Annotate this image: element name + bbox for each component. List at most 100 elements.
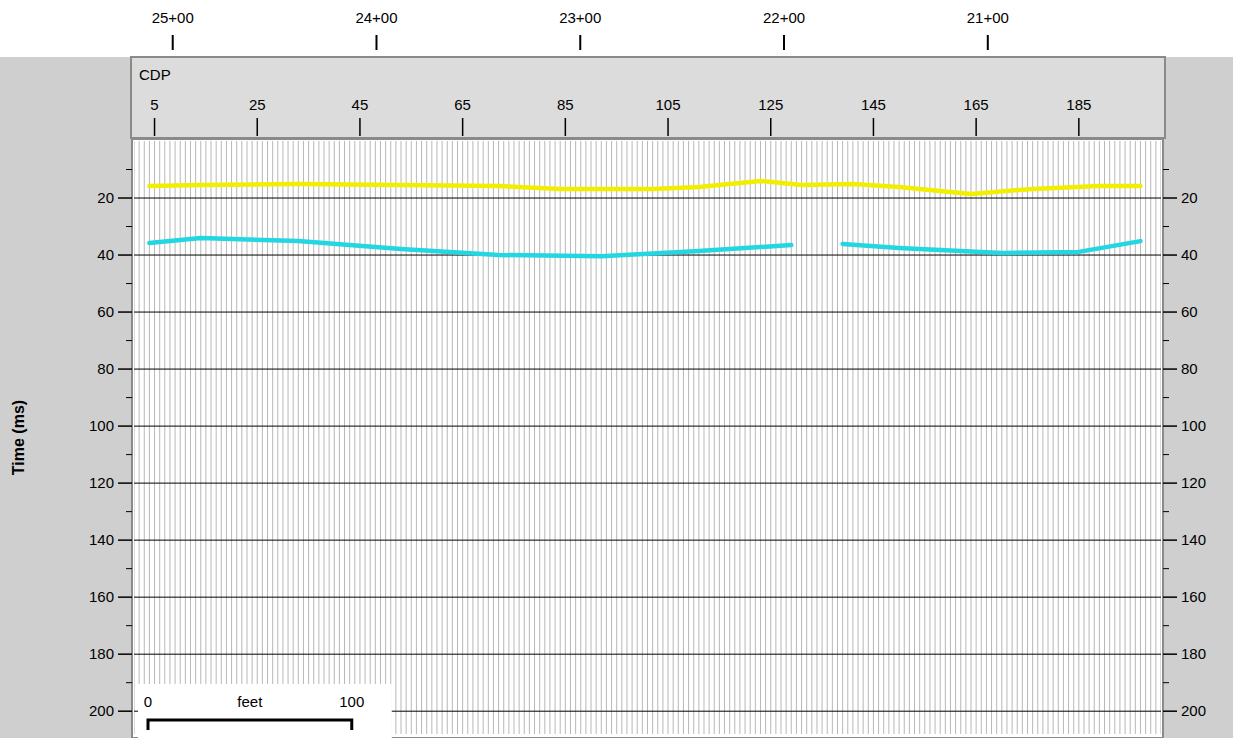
trace-baseline	[873, 141, 874, 734]
trace-baseline	[688, 141, 689, 734]
tick-label: 45	[352, 96, 369, 113]
trace-baseline	[395, 141, 396, 734]
grid-line	[134, 654, 1161, 655]
trace-baseline	[149, 141, 150, 734]
tick	[1163, 482, 1177, 484]
trace-baseline	[811, 141, 812, 734]
side-panel	[0, 57, 1233, 738]
trace-baseline	[955, 141, 956, 734]
trace-baseline	[216, 141, 217, 734]
trace-baseline	[899, 141, 900, 734]
tick-label: 5	[150, 96, 158, 113]
tick-label: 200	[89, 702, 114, 719]
trace-baseline	[888, 141, 889, 734]
trace-baseline	[832, 141, 833, 734]
tick	[1163, 368, 1177, 370]
trace-baseline	[1032, 141, 1033, 734]
trace-baseline	[1119, 141, 1120, 734]
trace-baseline	[401, 141, 402, 734]
trace-baseline	[195, 141, 196, 734]
trace-baseline	[308, 141, 309, 734]
trace-baseline	[534, 141, 535, 734]
header-panel	[131, 57, 1165, 138]
trace-baseline	[580, 141, 581, 734]
trace-baseline	[929, 141, 930, 734]
tick-label: 180	[89, 645, 114, 662]
trace-baseline	[986, 141, 987, 734]
chart: 2020404060608080100100120120140140160160…	[0, 0, 1233, 738]
trace-baseline	[596, 141, 597, 734]
tick	[783, 35, 785, 50]
trace-baseline	[221, 141, 222, 734]
trace-baseline	[313, 141, 314, 734]
trace-baseline	[796, 141, 797, 734]
minor-tick	[126, 511, 132, 512]
minor-tick	[1163, 169, 1169, 170]
trace-baseline	[1140, 141, 1141, 734]
trace-baseline	[652, 141, 653, 734]
trace-baseline	[858, 141, 859, 734]
trace-baseline	[426, 141, 427, 734]
tick-label: 100	[89, 417, 114, 434]
tick	[172, 35, 174, 50]
trace-baseline	[1053, 141, 1054, 734]
tick-label: 140	[89, 531, 114, 548]
minor-tick	[1163, 226, 1169, 227]
trace-baseline	[1099, 141, 1100, 734]
trace-baseline	[1048, 141, 1049, 734]
tick-label: 60	[97, 303, 114, 320]
axis-title: Time (ms)	[10, 400, 27, 475]
trace-baseline	[390, 141, 391, 734]
trace-baseline	[288, 141, 289, 734]
axis-title: CDP	[139, 66, 171, 83]
tick-label: 40	[1181, 246, 1198, 263]
trace-baseline	[945, 141, 946, 734]
tick-label: 80	[97, 360, 114, 377]
trace-baseline	[1145, 141, 1146, 734]
trace-baseline	[365, 141, 366, 734]
tick	[1163, 311, 1177, 313]
trace-baseline	[965, 141, 966, 734]
trace-baseline	[668, 141, 669, 734]
trace-baseline	[226, 141, 227, 734]
trace-baseline	[775, 141, 776, 734]
tick	[462, 118, 464, 136]
tick	[667, 118, 669, 136]
tick-label: 40	[97, 246, 114, 263]
trace-baseline	[683, 141, 684, 734]
trace-baseline	[852, 141, 853, 734]
tick-label: 20	[97, 189, 114, 206]
tick-label: 21+00	[967, 9, 1009, 26]
trace-baseline	[837, 141, 838, 734]
tick	[118, 482, 132, 484]
trace-baseline	[447, 141, 448, 734]
tick	[770, 118, 772, 136]
tick	[1163, 653, 1177, 655]
trace-baseline	[878, 141, 879, 734]
trace-baseline	[601, 141, 602, 734]
trace-baseline	[1125, 141, 1126, 734]
trace-baseline	[211, 141, 212, 734]
trace-baseline	[709, 141, 710, 734]
trace-baseline	[493, 141, 494, 734]
trace-baseline	[647, 141, 648, 734]
trace-baseline	[745, 141, 746, 734]
tick	[118, 596, 132, 598]
trace-baseline	[904, 141, 905, 734]
tick-label: 80	[1181, 360, 1198, 377]
trace-baseline	[200, 141, 201, 734]
scale-title: feet	[237, 693, 263, 710]
trace-baseline	[334, 141, 335, 734]
minor-tick	[126, 397, 132, 398]
trace-baseline	[591, 141, 592, 734]
tick	[1163, 710, 1177, 712]
tick-label: 24+00	[355, 9, 397, 26]
trace-baseline	[739, 141, 740, 734]
trace-baseline	[503, 141, 504, 734]
trace-baseline	[971, 141, 972, 734]
trace-baseline	[734, 141, 735, 734]
trace-baseline	[524, 141, 525, 734]
trace-baseline	[1001, 141, 1002, 734]
trace-baseline	[1068, 141, 1069, 734]
grid-line	[134, 597, 1161, 598]
